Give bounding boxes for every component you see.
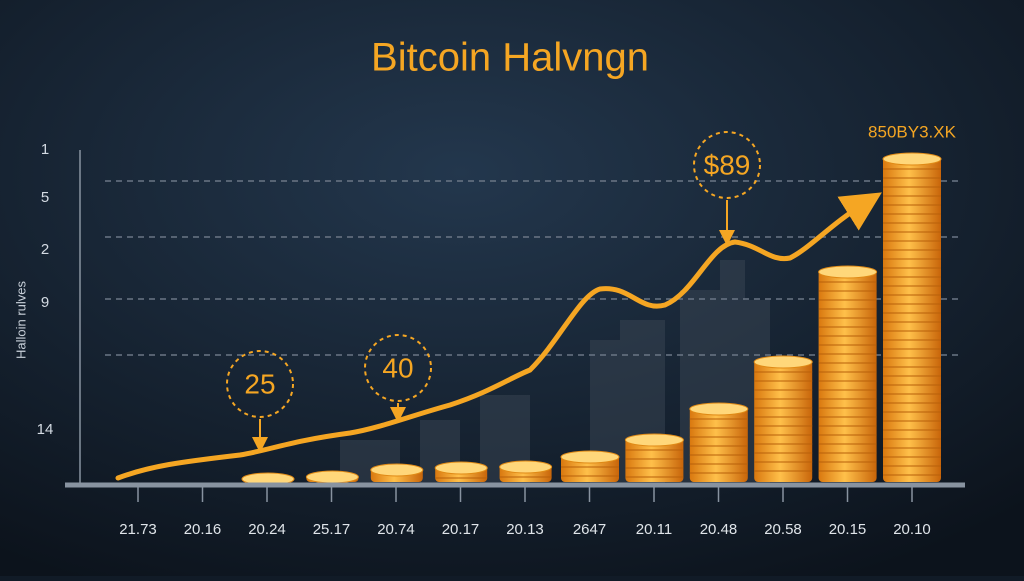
coin-top xyxy=(753,355,813,369)
y-label: 14 xyxy=(37,421,54,438)
x-label: 20.24 xyxy=(248,521,286,538)
axis-label: Halloin rulves xyxy=(13,280,28,359)
coin-stack xyxy=(754,360,813,482)
x-label: 21.73 xyxy=(119,521,157,538)
coin-top xyxy=(624,433,684,447)
y-label: 1 xyxy=(41,141,49,158)
callout-label: 40 xyxy=(382,352,413,383)
coin-top xyxy=(818,265,878,279)
coin-stack xyxy=(818,270,877,482)
coin-top xyxy=(882,152,942,166)
callout-ring xyxy=(693,131,761,199)
callout-label: 25 xyxy=(244,368,275,399)
coin-top xyxy=(560,450,620,464)
coin-top xyxy=(689,402,749,416)
x-label: 20.16 xyxy=(184,521,222,538)
coin-stack xyxy=(625,438,684,482)
x-label: 20.17 xyxy=(442,521,480,538)
y-label: 5 xyxy=(41,189,49,206)
trend-line xyxy=(115,192,882,481)
x-label: 20.15 xyxy=(829,521,867,538)
x-label: 20.74 xyxy=(377,521,415,538)
x-label: 20.58 xyxy=(764,521,802,538)
coin-top xyxy=(370,463,424,477)
coin-top xyxy=(499,460,553,474)
x-label: 20.10 xyxy=(893,521,931,538)
y-label: 2 xyxy=(41,241,49,258)
coin-stack xyxy=(883,157,941,482)
coin-stacks xyxy=(241,152,942,486)
labels: 1 5 2 9 14 21.73 20.16 20.24 25.17 20.74 20.17 20.1… xyxy=(37,141,931,538)
coin-top xyxy=(305,470,359,484)
corner-label: 850BY3.XK xyxy=(868,122,957,141)
y-label: 9 xyxy=(41,294,49,311)
x-label: 2647 xyxy=(573,521,606,538)
callout-ring xyxy=(226,350,294,418)
x-label: 20.13 xyxy=(506,521,544,538)
coin-top xyxy=(434,461,488,475)
x-label: 20.11 xyxy=(636,521,672,538)
coin-stack xyxy=(689,407,748,482)
callout-label: $89 xyxy=(704,149,751,180)
callout-ring xyxy=(364,334,432,402)
callouts: 25 40 $89 xyxy=(226,131,761,453)
x-label: 20.48 xyxy=(700,521,738,538)
x-label: 25.17 xyxy=(313,521,351,538)
title: Bitcoin Halvngn xyxy=(371,36,649,80)
